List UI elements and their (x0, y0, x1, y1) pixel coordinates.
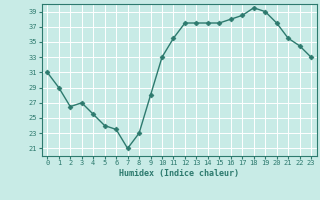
X-axis label: Humidex (Indice chaleur): Humidex (Indice chaleur) (119, 169, 239, 178)
